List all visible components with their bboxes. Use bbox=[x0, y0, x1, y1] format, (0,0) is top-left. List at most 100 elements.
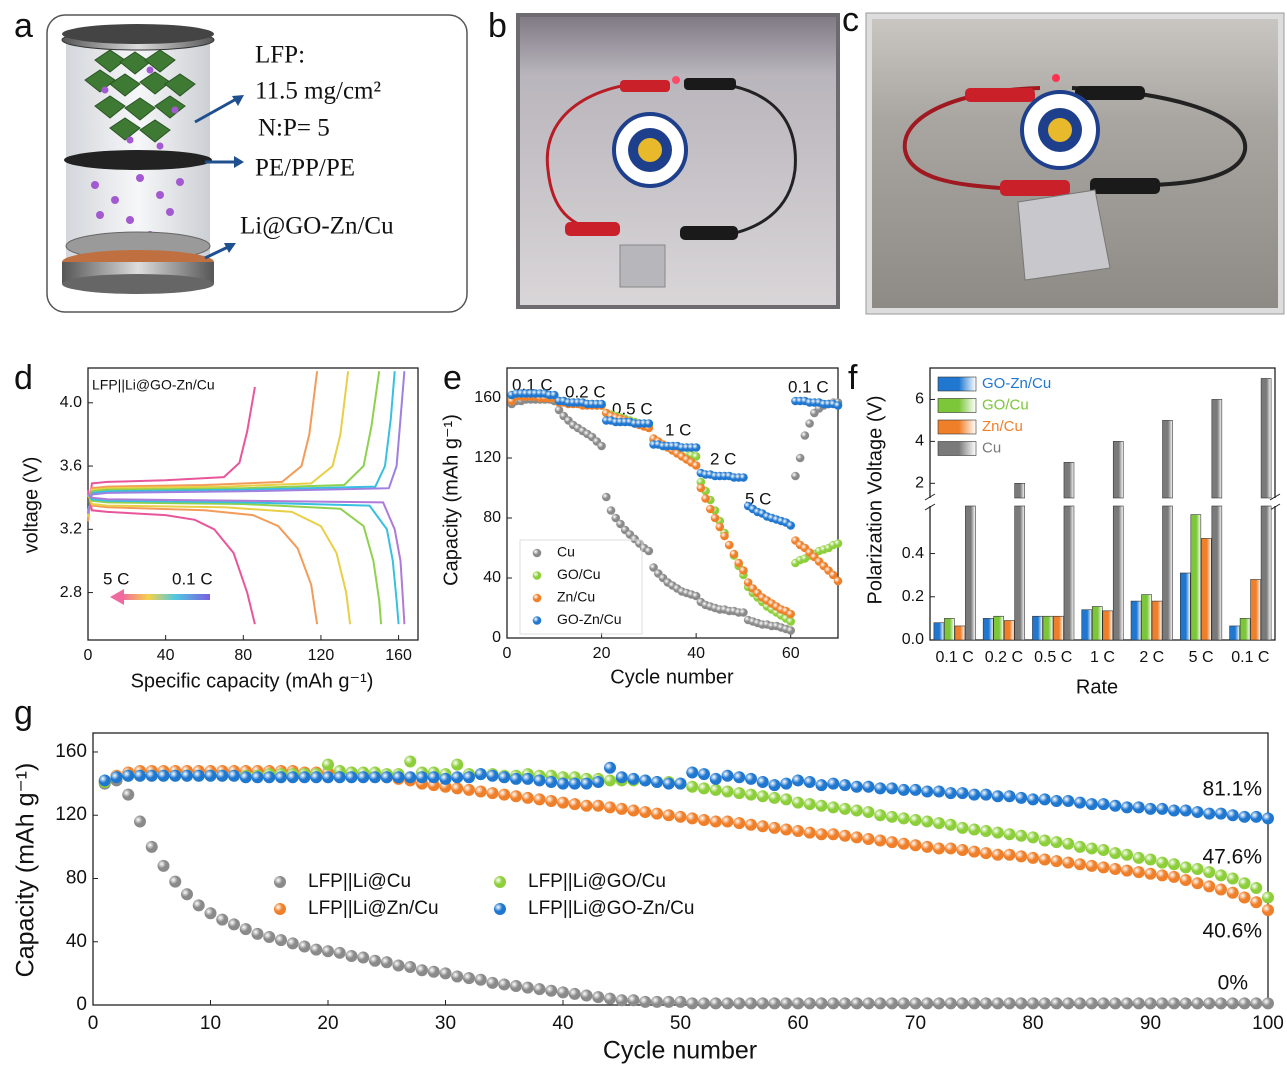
point bbox=[910, 997, 922, 1009]
point bbox=[874, 782, 886, 794]
point bbox=[1121, 849, 1133, 861]
bar bbox=[1201, 538, 1211, 640]
point bbox=[616, 771, 628, 783]
point bbox=[252, 928, 264, 940]
bar bbox=[1240, 618, 1250, 640]
y-tick-label: 0 bbox=[492, 629, 501, 646]
point bbox=[1004, 828, 1016, 840]
bar bbox=[1180, 573, 1190, 640]
point bbox=[134, 816, 146, 828]
point bbox=[739, 473, 748, 482]
point bbox=[663, 809, 675, 821]
point bbox=[733, 817, 745, 829]
point bbox=[804, 827, 816, 839]
point bbox=[1239, 891, 1251, 903]
point bbox=[534, 774, 546, 786]
point bbox=[745, 773, 757, 785]
curve bbox=[88, 371, 348, 517]
legend-swatch bbox=[938, 442, 976, 456]
annotation: 0.1 C bbox=[172, 569, 213, 588]
point bbox=[722, 816, 734, 828]
bar bbox=[1113, 441, 1123, 498]
bar bbox=[1152, 601, 1162, 640]
bar bbox=[934, 623, 944, 640]
point bbox=[827, 997, 839, 1009]
legend-label: LFP||Li@Zn/Cu bbox=[308, 898, 439, 919]
annotation: 0% bbox=[1218, 972, 1248, 995]
point bbox=[1062, 997, 1074, 1009]
point bbox=[158, 860, 170, 872]
point bbox=[522, 792, 534, 804]
point bbox=[968, 789, 980, 801]
x-tick-label: 5 C bbox=[1189, 649, 1214, 666]
y-tick-label: 40 bbox=[483, 569, 501, 586]
point bbox=[1109, 847, 1121, 859]
legend-label: LFP||Li@GO/Cu bbox=[528, 871, 666, 892]
point bbox=[769, 779, 781, 791]
x-tick-label: 120 bbox=[308, 647, 335, 664]
point bbox=[1086, 798, 1098, 810]
legend-label: Zn/Cu bbox=[982, 418, 1023, 435]
point bbox=[240, 771, 252, 783]
point bbox=[816, 828, 828, 840]
point bbox=[805, 419, 814, 428]
point bbox=[1133, 852, 1145, 864]
point bbox=[1145, 868, 1157, 880]
point bbox=[628, 804, 640, 816]
x-tick-label: 0.5 C bbox=[1034, 649, 1072, 666]
point bbox=[1192, 806, 1204, 818]
point bbox=[921, 786, 933, 798]
y-tick-label: 3.6 bbox=[60, 457, 82, 474]
point bbox=[393, 771, 405, 783]
x-tick-label: 20 bbox=[317, 1013, 338, 1034]
point bbox=[757, 820, 769, 832]
point bbox=[1133, 801, 1145, 813]
point bbox=[522, 773, 534, 785]
bar bbox=[983, 618, 993, 640]
point bbox=[698, 814, 710, 826]
y-tick-label: 2 bbox=[915, 475, 924, 492]
y-tick-label: 160 bbox=[474, 389, 501, 406]
point bbox=[510, 773, 522, 785]
bar bbox=[1004, 621, 1014, 640]
legend-label: GO-Zn/Cu bbox=[982, 375, 1051, 392]
x-tick-label: 2 C bbox=[1139, 649, 1164, 666]
point bbox=[711, 514, 720, 523]
point bbox=[310, 771, 322, 783]
point bbox=[933, 817, 945, 829]
bar bbox=[1082, 610, 1092, 640]
point bbox=[839, 830, 851, 842]
point bbox=[816, 779, 828, 791]
point bbox=[851, 781, 863, 793]
point bbox=[734, 559, 743, 568]
bar bbox=[1261, 506, 1271, 640]
point bbox=[769, 997, 781, 1009]
x-tick-label: 0.2 C bbox=[985, 649, 1023, 666]
panel-label: b bbox=[488, 7, 507, 45]
point bbox=[1039, 793, 1051, 805]
point bbox=[1215, 869, 1227, 881]
point bbox=[216, 770, 228, 782]
point bbox=[720, 532, 729, 541]
point bbox=[510, 980, 522, 992]
point bbox=[592, 776, 604, 788]
annotation: LFP||Li@GO-Zn/Cu bbox=[92, 377, 215, 393]
point bbox=[757, 997, 769, 1009]
point bbox=[134, 770, 146, 782]
point bbox=[816, 997, 828, 1009]
panel-label: a bbox=[14, 7, 33, 45]
y-tick-label: 120 bbox=[474, 449, 501, 466]
point bbox=[592, 800, 604, 812]
y-tick-label: 0.4 bbox=[902, 545, 924, 562]
legend-label: LFP||Li@Cu bbox=[308, 871, 411, 892]
point bbox=[863, 781, 875, 793]
point bbox=[786, 610, 795, 619]
panel-label: f bbox=[848, 359, 858, 397]
point bbox=[463, 784, 475, 796]
point bbox=[886, 997, 898, 1009]
point bbox=[792, 774, 804, 786]
point bbox=[1168, 804, 1180, 816]
bar bbox=[1163, 420, 1173, 498]
schematic-text: PE/PP/PE bbox=[255, 155, 355, 182]
x-tick-label: 0.1 C bbox=[1231, 649, 1269, 666]
